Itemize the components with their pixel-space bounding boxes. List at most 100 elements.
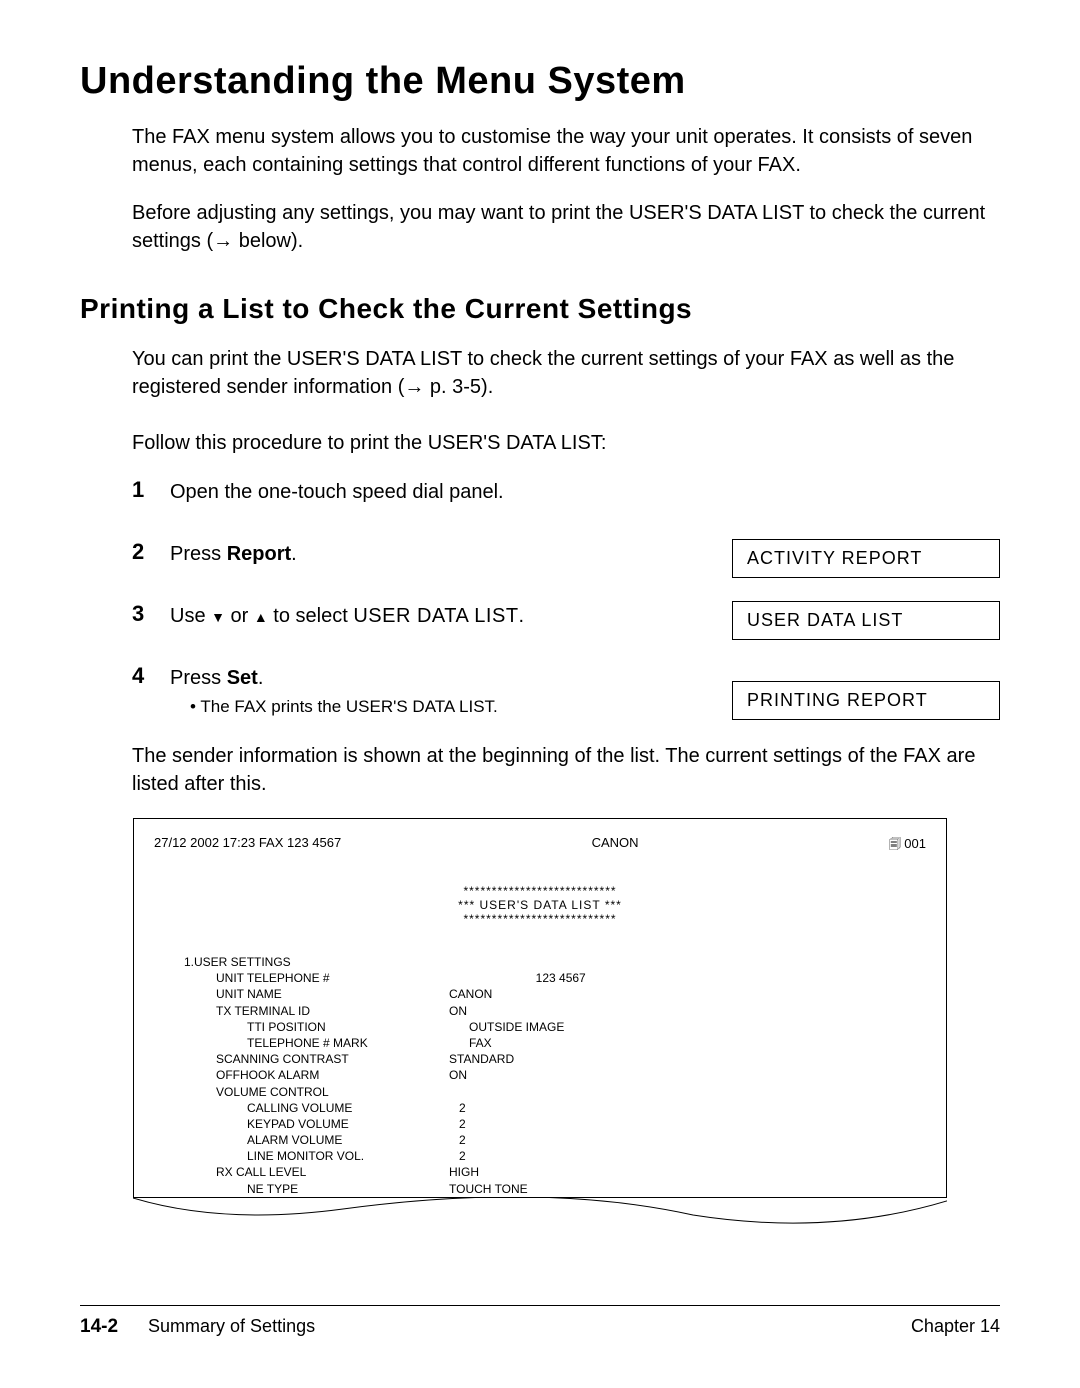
setting-value: ON [449,1003,467,1019]
step4-bullet: • The FAX prints the USER'S DATA LIST. [190,696,712,719]
triangle-up-icon [254,605,268,627]
printout-header-right: 🗐 001 [889,835,926,856]
setting-label: TX TERMINAL ID [184,1003,449,1019]
after-steps-text: The sender information is shown at the b… [132,742,1000,798]
setting-value: 2 [449,1100,466,1116]
setting-label: ALARM VOLUME [184,1132,449,1148]
step-3: 3 Use or to select USER DATA LIST. USER … [132,601,1000,641]
follow-text: Follow this procedure to print the USER'… [132,429,1000,457]
printout-header: 27/12 2002 17:23 FAX 123 4567 CANON 🗐 00… [154,835,926,856]
lcd-display: ACTIVITY REPORT [732,539,1000,578]
setting-label: KEYPAD VOLUME [184,1116,449,1132]
step-2: 2 Press Report. ACTIVITY REPORT [132,539,1000,579]
footer-page-number: 14-2 [80,1316,118,1338]
setting-row: ALARM VOLUME 2 [184,1132,926,1148]
setting-row: UNIT NAMECANON [184,986,926,1002]
step3-e: . [519,605,525,627]
setting-row: TELEPHONE # MARK FAX [184,1035,926,1051]
setting-label: UNIT NAME [184,986,449,1002]
printout-header-center: CANON [341,835,889,856]
lcd-display: PRINTING REPORT [732,681,1000,720]
step4-c: . [258,667,264,689]
printout-sample: 27/12 2002 17:23 FAX 123 4567 CANON 🗐 00… [133,818,947,1228]
arrow-right-icon: → [404,376,424,398]
printout-settings: 1.USER SETTINGS UNIT TELEPHONE # 123 456… [184,954,926,1197]
step4-bullet-text: The FAX prints the USER'S DATA LIST. [200,697,497,716]
step2-button-label: Report [227,543,291,565]
step4-button-label: Set [227,667,258,689]
printout-title: *** USER'S DATA LIST *** [154,898,926,912]
tear-curve [133,1198,947,1228]
setting-row: LINE MONITOR VOL. 2 [184,1148,926,1164]
arrow-right-icon: → [213,230,233,252]
sub-intro: You can print the USER'S DATA LIST to ch… [132,345,1000,401]
step-number: 1 [132,477,170,503]
setting-row: UNIT TELEPHONE # 123 4567 [184,970,926,986]
setting-value: CANON [449,986,492,1002]
step-4: 4 Press Set. • The FAX prints the USER'S… [132,663,1000,720]
step4-a: Press [170,667,227,689]
setting-row: TTI POSITION OUTSIDE IMAGE [184,1019,926,1035]
section-subtitle: Printing a List to Check the Current Set… [80,293,1000,325]
setting-label: CALLING VOLUME [184,1100,449,1116]
setting-label: TELEPHONE # MARK [184,1035,449,1051]
lcd-display: USER DATA LIST [732,601,1000,640]
setting-row: TX TERMINAL IDON [184,1003,926,1019]
step-text: Use or to select USER DATA LIST. [170,601,712,630]
step3-d: USER DATA LIST [353,605,518,627]
step-text: Press Set. • The FAX prints the USER'S D… [170,663,712,719]
step3-c: to select [268,605,354,627]
printout-title-block: *************************** *** USER'S D… [154,884,926,926]
page-footer: 14-2 Summary of Settings Chapter 14 [80,1305,1000,1338]
step-number: 3 [132,601,170,630]
intro2-text-b: below). [233,230,303,252]
sub-intro-b: p. 3-5). [424,376,493,398]
step-text: Open the one-touch speed dial panel. [170,477,1000,506]
printout-section-header: 1.USER SETTINGS [184,954,926,970]
setting-value: TOUCH TONE [449,1181,528,1197]
setting-label: LINE MONITOR VOL. [184,1148,449,1164]
printout-page-num: 001 [904,836,926,851]
setting-value: ON [449,1067,467,1083]
setting-label: RX CALL LEVEL [184,1164,449,1180]
printout-stars-bottom: *************************** [154,912,926,926]
step-text: Press Report. [170,539,712,568]
setting-row: OFFHOOK ALARMON [184,1067,926,1083]
intro-paragraph-2: Before adjusting any settings, you may w… [132,199,1000,255]
step-number: 2 [132,539,170,568]
setting-value: FAX [449,1035,492,1051]
setting-label: UNIT TELEPHONE # [184,970,449,986]
sub-intro-a: You can print the USER'S DATA LIST to ch… [132,348,954,398]
step-1: 1 Open the one-touch speed dial panel. [132,477,1000,517]
page-title: Understanding the Menu System [80,60,1000,103]
setting-value: 123 4567 [449,970,586,986]
intro-paragraph-1: The FAX menu system allows you to custom… [132,123,1000,179]
setting-value: 2 [449,1116,466,1132]
setting-value: 2 [449,1132,466,1148]
setting-row: KEYPAD VOLUME 2 [184,1116,926,1132]
setting-label: SCANNING CONTRAST [184,1051,449,1067]
triangle-down-icon [211,605,225,627]
setting-row: VOLUME CONTROL [184,1084,926,1100]
step3-a: Use [170,605,211,627]
setting-label: OFFHOOK ALARM [184,1067,449,1083]
setting-value: HIGH [449,1164,479,1180]
setting-label: VOLUME CONTROL [184,1084,449,1100]
setting-label: NE TYPE [184,1181,449,1197]
page-icon: 🗐 [889,837,904,851]
setting-value: OUTSIDE IMAGE [449,1019,564,1035]
setting-row: NE TYPETOUCH TONE [184,1181,926,1197]
printout-header-left: 27/12 2002 17:23 FAX 123 4567 [154,835,341,856]
step3-b: or [225,605,254,627]
setting-value: 2 [449,1148,466,1164]
footer-chapter: Chapter 14 [911,1316,1000,1338]
footer-section: Summary of Settings [148,1316,315,1338]
setting-label: TTI POSITION [184,1019,449,1035]
step-number: 4 [132,663,170,719]
setting-value: STANDARD [449,1051,514,1067]
step2-c: . [291,543,297,565]
printout-stars-top: *************************** [154,884,926,898]
setting-row: RX CALL LEVELHIGH [184,1164,926,1180]
setting-row: SCANNING CONTRASTSTANDARD [184,1051,926,1067]
step2-a: Press [170,543,227,565]
